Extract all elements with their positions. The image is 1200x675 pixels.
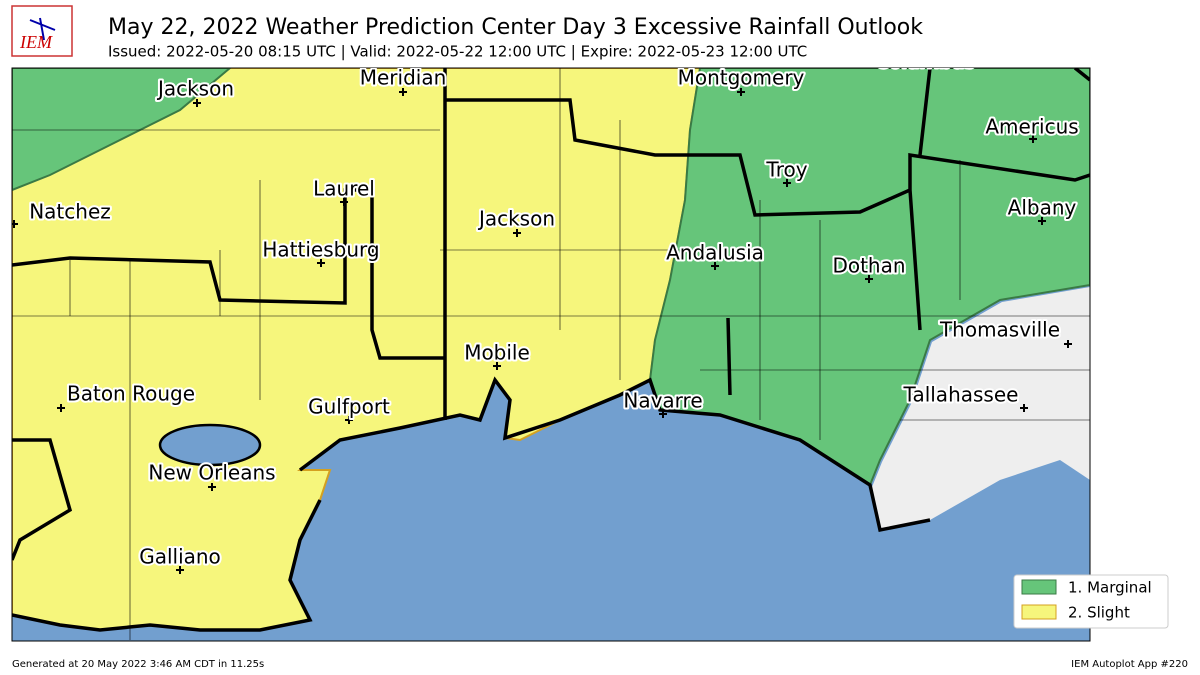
city-label: Americus <box>985 115 1078 139</box>
city-marker <box>345 416 353 424</box>
city-marker <box>1029 135 1037 143</box>
city-label: Natchez <box>29 200 111 224</box>
city-marker <box>513 229 521 237</box>
city-label: Gulfport <box>308 395 390 419</box>
city-labels: Jackson Meridian Montgomery Columbus Americu… <box>12 46 1081 574</box>
legend-swatch <box>1021 579 1057 595</box>
city-marker <box>1064 340 1072 348</box>
city-label: Andalusia <box>666 241 764 265</box>
city-label: Meridian <box>360 66 447 90</box>
legend-swatch <box>1021 604 1057 620</box>
city-marker <box>711 262 719 270</box>
legend-label: 1. Marginal <box>1068 579 1152 597</box>
city-marker <box>1038 217 1046 225</box>
legend: 1. Marginal 2. Slight <box>1013 574 1169 629</box>
subtitle: Issued: 2022-05-20 08:15 UTC | Valid: 20… <box>108 43 807 61</box>
city-marker <box>737 88 745 96</box>
city-label: Montgomery <box>678 66 805 90</box>
city-label: Columbus <box>875 49 975 73</box>
city-label: Tallahassee <box>903 383 1019 407</box>
city-label: Baton Rouge <box>67 382 195 406</box>
logo: IEM <box>11 5 73 57</box>
coastline <box>12 376 931 632</box>
city-marker <box>57 404 65 412</box>
city-marker <box>208 483 216 491</box>
lake <box>158 423 262 467</box>
legend-label: 2. Slight <box>1068 604 1130 622</box>
city-label: Albany <box>1008 196 1077 220</box>
map-frame <box>11 67 1091 642</box>
city-label: Hattiesburg <box>262 238 379 262</box>
map <box>12 68 1090 641</box>
city-marker <box>340 198 348 206</box>
footer-right: IEM Autoplot App #220 <box>1071 659 1188 670</box>
city-label: Dothan <box>832 254 905 278</box>
city-marker <box>493 362 501 370</box>
city-label: Navarre <box>623 389 702 413</box>
logo-text: IEM <box>19 32 53 52</box>
city-marker <box>317 259 325 267</box>
city-marker <box>659 410 667 418</box>
county-lines <box>12 68 1090 640</box>
city-marker <box>176 566 184 574</box>
title: May 22, 2022 Weather Prediction Center D… <box>108 15 923 40</box>
state-borders <box>12 68 1090 561</box>
city-label: Laurel <box>313 177 375 201</box>
city-label: Thomasville <box>939 318 1060 342</box>
city-label: Troy <box>765 158 807 182</box>
city-label: Jackson <box>477 207 555 231</box>
no-risk-area <box>872 287 1090 530</box>
city-label: New Orleans <box>148 461 275 485</box>
city-marker <box>399 88 407 96</box>
city-marker <box>12 220 18 228</box>
city-label: Jackson <box>156 77 234 101</box>
city-label: Mobile <box>464 341 530 365</box>
city-marker <box>1020 404 1028 412</box>
marginal-area <box>12 68 232 192</box>
city-marker <box>865 275 873 283</box>
city-marker <box>193 99 201 107</box>
city-label: Galliano <box>139 545 221 569</box>
footer-left: Generated at 20 May 2022 3:46 AM CDT in … <box>12 659 264 670</box>
city-marker <box>783 179 791 187</box>
city-marker <box>921 46 929 54</box>
